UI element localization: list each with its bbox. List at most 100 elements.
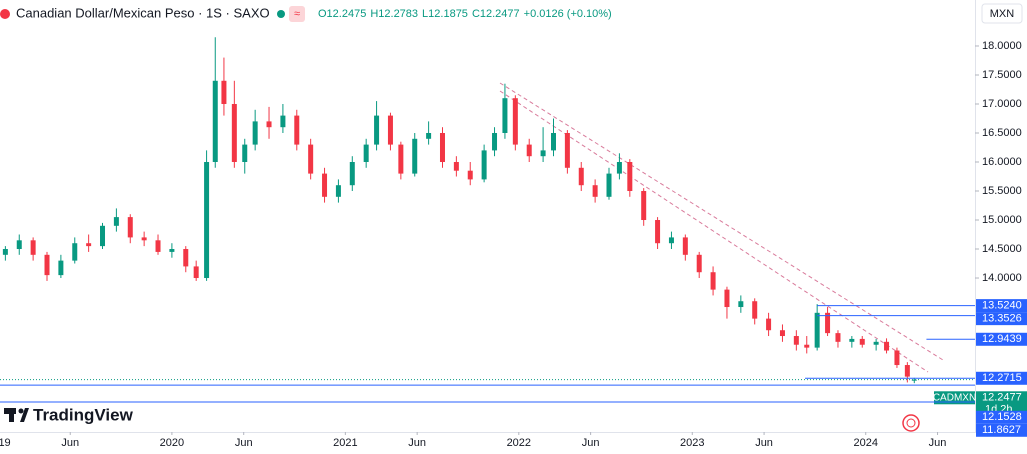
ohlc-value: O12.2475 bbox=[318, 8, 366, 20]
trend-line bbox=[499, 82, 944, 361]
candle-body bbox=[183, 249, 189, 267]
candle-body bbox=[616, 162, 622, 174]
candle-body bbox=[242, 144, 248, 162]
price-tag-label: 12.2715 bbox=[982, 372, 1022, 384]
candle-body bbox=[169, 249, 175, 252]
last-tag-label: 12.2477 bbox=[982, 392, 1022, 404]
status-badge bbox=[289, 6, 305, 22]
price-tag bbox=[976, 299, 1027, 313]
ohlc-legend: O12.2475 H12.2783 L12.1875 C12.2477 +0.0126 … bbox=[318, 8, 612, 20]
candle-body bbox=[849, 338, 855, 342]
candle-body bbox=[578, 167, 584, 186]
y-tick-label: 17.5000 bbox=[982, 69, 1022, 81]
candle-body bbox=[512, 98, 518, 145]
y-tick-label: 15.5000 bbox=[982, 185, 1022, 197]
symbol-tag bbox=[934, 391, 975, 405]
candle-body bbox=[894, 350, 900, 366]
y-tick-label: 18.0000 bbox=[982, 40, 1022, 52]
y-tick-label: 16.0000 bbox=[982, 156, 1022, 168]
y-tick-label: 14.0000 bbox=[982, 272, 1022, 284]
candle-body bbox=[873, 341, 879, 345]
candle-body bbox=[779, 330, 785, 337]
price-tag bbox=[976, 423, 1027, 437]
y-tick-label: 14.5000 bbox=[982, 243, 1022, 255]
candle-body bbox=[30, 240, 36, 255]
candle-body bbox=[127, 217, 133, 238]
price-tag-label: 13.3526 bbox=[982, 313, 1022, 325]
symbol-tag-label: CADMXN bbox=[933, 392, 976, 403]
candle-body bbox=[467, 170, 473, 180]
watermark: TradingView bbox=[33, 405, 134, 424]
candle-body bbox=[231, 103, 237, 162]
price-tag bbox=[976, 371, 1027, 385]
ohlc-value: H12.2783 bbox=[370, 8, 418, 20]
price-tag-label: 13.5240 bbox=[982, 300, 1022, 312]
symbol-title: Canadian Dollar/Mexican Peso · 1S · SAXO bbox=[16, 5, 270, 20]
candle-body bbox=[44, 254, 50, 276]
candle-body bbox=[710, 272, 716, 290]
candle-body bbox=[540, 150, 546, 157]
y-tick-label: 16.5000 bbox=[982, 127, 1022, 139]
candle-body bbox=[412, 138, 418, 174]
candle-body bbox=[481, 150, 487, 180]
currency[interactable]: MXN bbox=[990, 8, 1015, 20]
candle-body bbox=[86, 243, 92, 247]
candle-body bbox=[724, 289, 730, 308]
y-tick-label: 17.0000 bbox=[982, 98, 1022, 110]
candle-body bbox=[2, 249, 8, 255]
candle-body bbox=[904, 365, 910, 377]
candle-body bbox=[72, 243, 78, 261]
candle-body bbox=[426, 132, 432, 139]
price-tag bbox=[976, 410, 1027, 424]
candle-body bbox=[453, 162, 459, 171]
logo bbox=[4, 408, 29, 422]
ohlc-value: +0.0126 (+0.10%) bbox=[524, 8, 612, 20]
candle-body bbox=[835, 333, 841, 342]
candle-body bbox=[682, 237, 688, 255]
x-tick-label: Jun bbox=[61, 437, 79, 449]
candle-body bbox=[502, 98, 508, 133]
x-tick-label: 2019 bbox=[0, 437, 11, 449]
candle-body bbox=[439, 132, 445, 162]
candle-body bbox=[398, 144, 404, 174]
x-tick-label: Jun bbox=[235, 437, 253, 449]
status-dot bbox=[277, 10, 285, 18]
candle-body bbox=[212, 80, 218, 162]
candle-body bbox=[696, 254, 702, 273]
event-icon[interactable] bbox=[902, 414, 920, 432]
candle-body bbox=[492, 132, 498, 151]
price-tag bbox=[976, 312, 1027, 326]
currency-button[interactable] bbox=[981, 3, 1023, 24]
candle-body bbox=[668, 237, 674, 244]
candle-body bbox=[911, 379, 917, 381]
candle-body bbox=[606, 173, 612, 197]
ohlc-value: C12.2477 bbox=[472, 8, 520, 20]
candle-body bbox=[308, 144, 314, 174]
candle-body bbox=[155, 240, 161, 252]
candle-body bbox=[349, 162, 355, 186]
candle-body bbox=[526, 144, 532, 157]
x-tick-label: Jun bbox=[582, 437, 600, 449]
x-tick-label: Jun bbox=[755, 437, 773, 449]
candle-body bbox=[551, 132, 557, 151]
ohlc-value: L12.1875 bbox=[422, 8, 468, 20]
price-tag-label: 11.8627 bbox=[982, 424, 1021, 436]
x-tick-label: 2024 bbox=[853, 437, 877, 449]
x-tick-label: 2021 bbox=[333, 437, 357, 449]
candle-body bbox=[266, 121, 272, 128]
candle-body bbox=[814, 312, 820, 348]
candle-body bbox=[100, 225, 106, 247]
candle-body bbox=[374, 115, 380, 145]
candle-body bbox=[193, 266, 199, 279]
status-icon: ≈ bbox=[294, 8, 300, 20]
candle-body bbox=[738, 301, 744, 308]
candle-body bbox=[221, 80, 227, 104]
candle-body bbox=[141, 237, 147, 241]
price-tag-label: 12.9439 bbox=[982, 333, 1022, 345]
candle-body bbox=[859, 338, 865, 345]
y-tick-label: 15.0000 bbox=[982, 214, 1022, 226]
candle-body bbox=[825, 312, 831, 334]
candle-body bbox=[804, 344, 810, 348]
